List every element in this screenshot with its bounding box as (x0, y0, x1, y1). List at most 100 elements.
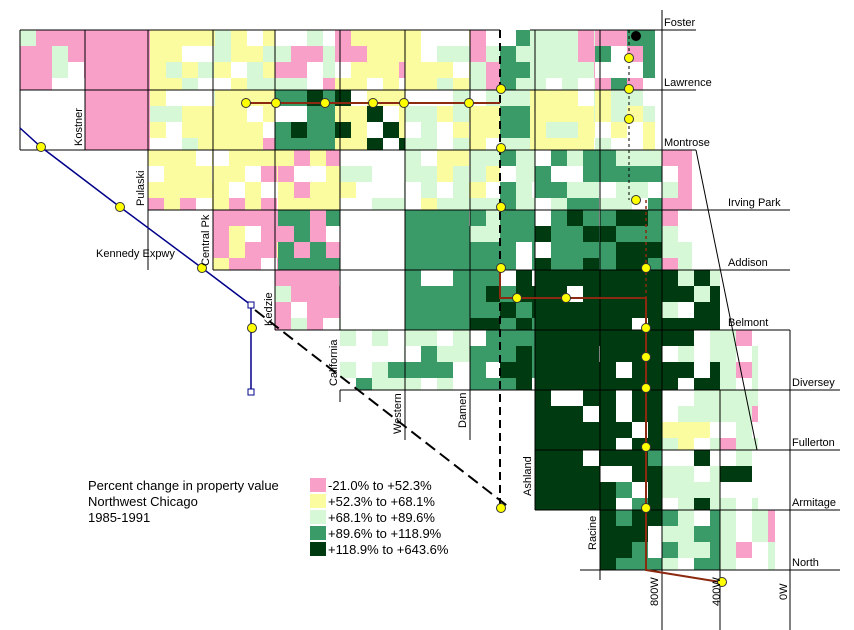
property-cells (20, 30, 775, 570)
property-cell (600, 302, 616, 318)
property-cell (662, 302, 678, 318)
property-cell (567, 198, 583, 210)
property-cell (694, 542, 710, 558)
property-cell (535, 286, 551, 302)
property-cell (214, 122, 215, 138)
property-cell (643, 122, 655, 138)
property-cell (600, 346, 616, 362)
property-cell (678, 438, 694, 450)
property-cell (516, 330, 532, 346)
property-cell (648, 406, 662, 422)
property-cell (231, 30, 247, 46)
property-cell (535, 466, 551, 482)
property-cell (500, 346, 516, 362)
property-cell (486, 378, 500, 390)
property-cell (294, 210, 310, 226)
street-label-ashland: Ashland (522, 456, 534, 496)
property-cell (500, 62, 516, 78)
property-cell (720, 466, 736, 482)
property-cell (616, 182, 632, 198)
property-cell (583, 378, 599, 390)
property-cell (486, 286, 500, 302)
property-cell (500, 318, 516, 330)
property-cell (421, 242, 437, 258)
property-cell (562, 46, 578, 62)
property-cell (594, 122, 595, 138)
property-cell (583, 242, 599, 258)
property-cell (421, 182, 437, 198)
property-cell (117, 78, 133, 90)
property-cell (245, 198, 261, 210)
property-cell (662, 182, 678, 198)
station-marker (320, 98, 330, 108)
property-cell (291, 78, 307, 90)
property-cell (421, 198, 437, 210)
property-cell (648, 466, 662, 482)
property-cell (117, 62, 133, 78)
property-cell (736, 542, 752, 558)
property-cell (307, 318, 323, 330)
property-cell (323, 286, 339, 302)
station-marker (496, 143, 506, 153)
property-cell (294, 258, 310, 270)
property-cell (196, 166, 212, 182)
legend-swatch-5 (310, 542, 326, 556)
property-cell (470, 210, 486, 226)
property-cell (600, 210, 616, 226)
street-label-fullerton: Fullerton (792, 437, 835, 449)
property-cell (453, 330, 469, 346)
property-cell (710, 526, 720, 542)
property-cell (567, 346, 583, 362)
property-cell (578, 122, 594, 138)
property-cell (182, 62, 198, 78)
property-cell (562, 78, 578, 90)
property-cell (245, 150, 261, 166)
property-cell (437, 78, 453, 90)
property-cell (323, 62, 335, 78)
property-cell (736, 330, 752, 346)
property-cell (275, 270, 291, 286)
property-cell (245, 210, 261, 226)
property-cell (578, 30, 594, 46)
property-cell (600, 510, 616, 526)
property-cell (567, 150, 583, 166)
property-cell (367, 62, 383, 78)
property-cell (694, 526, 710, 542)
property-cell (678, 542, 694, 558)
property-cell (710, 510, 720, 526)
property-cell (551, 482, 567, 498)
property-cell (752, 438, 758, 450)
legend-label-5: +118.9% to +643.6% (328, 542, 449, 557)
property-cell (245, 258, 261, 270)
property-cell (567, 438, 583, 450)
property-cell (133, 90, 149, 106)
property-cell (437, 62, 453, 78)
property-cell (567, 270, 583, 286)
property-cell (247, 78, 263, 90)
legend-swatch-2 (310, 494, 326, 508)
property-cell (198, 138, 214, 150)
property-cell (101, 46, 117, 62)
property-cell (648, 226, 662, 242)
property-cell (229, 226, 245, 242)
property-cell (516, 210, 532, 226)
station-marker (717, 577, 727, 587)
property-cell (583, 466, 599, 482)
property-cell (678, 318, 694, 330)
property-cell (594, 62, 595, 78)
property-cell (616, 346, 632, 362)
property-cell (278, 166, 294, 182)
property-cell (150, 122, 166, 138)
property-cell (567, 226, 583, 242)
property-cell (516, 90, 530, 106)
property-cell (678, 242, 692, 258)
property-cell (323, 138, 335, 150)
property-cell (648, 286, 662, 302)
property-cell (583, 166, 599, 182)
property-cell (530, 138, 546, 150)
property-cell (117, 90, 133, 106)
property-cell (326, 150, 340, 166)
property-cell (678, 270, 694, 286)
property-cell (535, 182, 551, 198)
property-cell (85, 62, 101, 78)
